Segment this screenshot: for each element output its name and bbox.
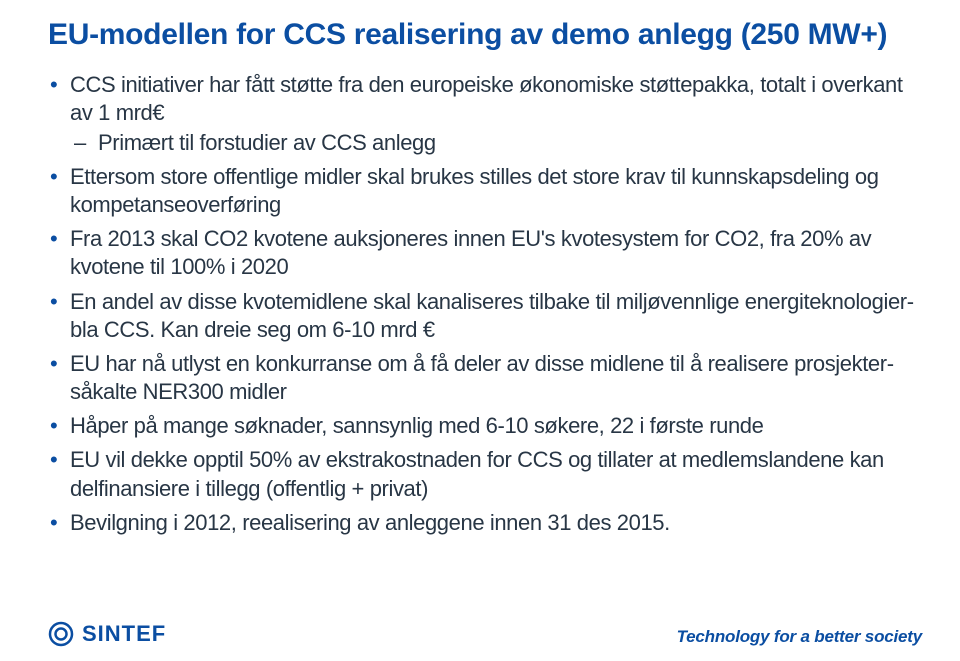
list-item: Håper på mange søknader, sannsynlig med … [70,412,922,440]
list-item: CCS initiativer har fått støtte fra den … [70,71,922,157]
bullet-list: CCS initiativer har fått støtte fra den … [48,71,922,537]
logo-mark-icon [48,621,74,647]
logo: SINTEF [48,621,166,647]
slide: EU-modellen for CCS realisering av demo … [0,0,960,661]
list-item: Ettersom store offentlige midler skal br… [70,163,922,219]
footer: SINTEF Technology for a better society [48,621,922,647]
list-item: Bevilgning i 2012, reealisering av anleg… [70,509,922,537]
sub-list: Primært til forstudier av CCS anlegg [70,129,922,157]
logo-text: SINTEF [82,621,166,647]
sub-list-item: Primært til forstudier av CCS anlegg [98,129,922,157]
bullet-text: CCS initiativer har fått støtte fra den … [70,72,903,125]
list-item: EU vil dekke opptil 50% av ekstrakostnad… [70,446,922,502]
list-item: Fra 2013 skal CO2 kvotene auksjoneres in… [70,225,922,281]
slide-title: EU-modellen for CCS realisering av demo … [48,18,922,53]
list-item: EU har nå utlyst en konkurranse om å få … [70,350,922,406]
tagline: Technology for a better society [677,627,922,647]
list-item: En andel av disse kvotemidlene skal kana… [70,288,922,344]
